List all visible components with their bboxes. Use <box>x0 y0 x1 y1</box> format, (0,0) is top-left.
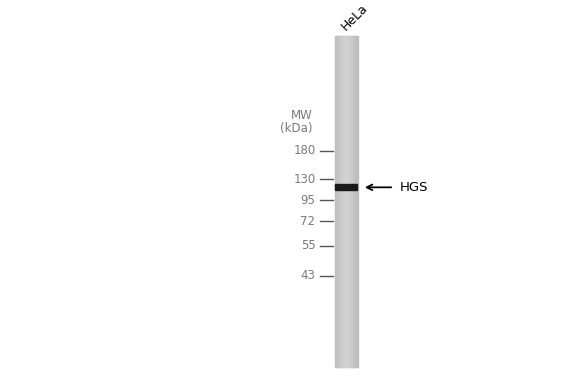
Bar <box>343 36 344 367</box>
Bar <box>339 36 340 367</box>
Bar <box>340 36 341 367</box>
Text: HGS: HGS <box>400 181 428 194</box>
Bar <box>347 36 348 367</box>
Bar <box>347 36 349 367</box>
Bar <box>349 36 350 367</box>
Bar <box>345 36 346 367</box>
Bar <box>352 36 353 367</box>
Text: (kDa): (kDa) <box>280 122 313 135</box>
Bar <box>346 36 347 367</box>
Bar <box>354 36 355 367</box>
Bar <box>335 36 336 367</box>
Bar <box>338 36 339 367</box>
Bar <box>335 184 357 191</box>
Bar <box>336 36 337 367</box>
Bar <box>345 36 346 367</box>
Text: 180: 180 <box>293 144 315 157</box>
Text: 130: 130 <box>293 173 315 186</box>
Bar <box>351 36 352 367</box>
Bar <box>354 36 356 367</box>
Bar <box>344 36 345 367</box>
Text: MW: MW <box>291 109 313 122</box>
Text: 43: 43 <box>300 270 315 282</box>
Text: HeLa: HeLa <box>338 1 370 33</box>
Text: 95: 95 <box>300 194 315 207</box>
Bar <box>349 36 350 367</box>
Bar <box>337 36 338 367</box>
Bar <box>353 36 354 367</box>
Bar <box>351 36 352 367</box>
Bar <box>338 36 339 367</box>
Bar <box>340 36 341 367</box>
Bar <box>336 36 338 367</box>
Bar <box>353 36 354 367</box>
Bar <box>350 36 351 367</box>
Bar <box>356 36 357 367</box>
Bar <box>342 36 343 367</box>
Bar <box>341 36 342 367</box>
Bar <box>348 36 349 367</box>
Bar <box>342 36 343 367</box>
Bar <box>356 36 357 367</box>
Bar <box>355 36 356 367</box>
Bar <box>343 36 345 367</box>
Text: 55: 55 <box>301 240 315 253</box>
Text: 72: 72 <box>300 215 315 228</box>
